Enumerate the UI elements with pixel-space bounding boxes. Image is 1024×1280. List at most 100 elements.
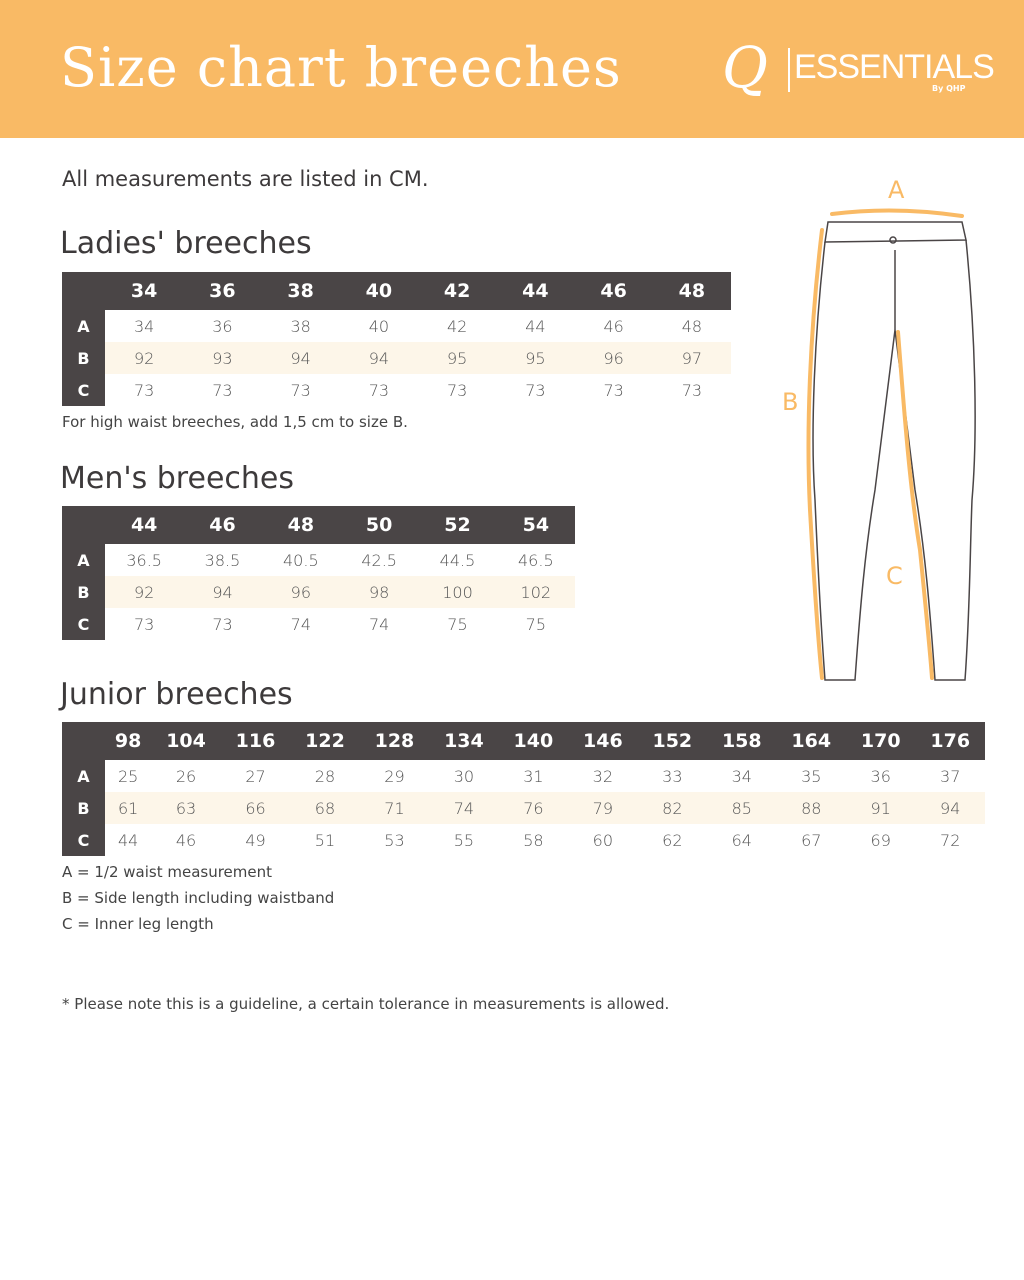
size-header: 128	[359, 722, 430, 760]
table-cell: 75	[447, 614, 468, 634]
table-cell: 34	[133, 316, 155, 336]
size-header: 146	[568, 722, 638, 760]
table-cell: 35	[801, 766, 822, 786]
ladies-note: For high waist breeches, add 1,5 cm to s…	[62, 413, 408, 431]
table-cell: 61	[105, 792, 152, 824]
page-title: Size chart breeches	[60, 36, 622, 99]
size-header: 122	[290, 722, 360, 760]
table-cell: 53	[384, 830, 405, 850]
table-cell: 95	[418, 342, 497, 374]
size-header: 34	[105, 272, 184, 310]
size-header: 50	[339, 506, 419, 544]
size-header: 158	[707, 722, 777, 760]
table-cell: 97	[652, 342, 731, 374]
table-cell: 92	[105, 342, 184, 374]
size-header: 116	[220, 722, 291, 760]
table-cell: 36	[212, 316, 233, 336]
size-header: 98	[105, 722, 152, 760]
intro-text: All measurements are listed in CM.	[62, 167, 429, 191]
table-cell: 60	[592, 830, 614, 850]
size-header: 104	[151, 722, 221, 760]
size-header: 44	[496, 272, 575, 310]
table-cell: 51	[314, 830, 336, 850]
table-cell: 36.5	[126, 550, 162, 570]
table-cell: 82	[637, 792, 708, 824]
size-header: 48	[261, 506, 340, 544]
table-cell: 42.5	[361, 550, 397, 570]
table-cell: 73	[133, 614, 155, 634]
side-length-line	[806, 228, 824, 680]
size-header: 140	[498, 722, 569, 760]
table-cell: 40	[368, 316, 390, 336]
table-cell: 62	[662, 830, 683, 850]
table-row: B 61 63 66 68 71 74 76 79 82 85 88 91 94	[62, 792, 985, 824]
table-cell: 46	[175, 830, 197, 850]
table-cell: 30	[453, 766, 475, 786]
waist-measure-line	[830, 208, 964, 218]
table-cell: 68	[290, 792, 360, 824]
table-cell: 46.5	[518, 550, 554, 570]
men-size-table: 44 46 48 50 52 54 A 36.5 38.5 40.5 42.5 44.5 46.5 B 92…	[62, 506, 575, 640]
table-cell: 42	[446, 316, 468, 336]
label-b: B	[782, 388, 798, 416]
size-header: 46	[574, 272, 653, 310]
corner-cell	[62, 272, 105, 310]
table-cell: 76	[498, 792, 569, 824]
table-cell: 73	[525, 380, 546, 400]
table-cell: 27	[245, 766, 266, 786]
size-header-row: 44 46 48 50 52 54	[62, 506, 575, 544]
brand-logo: Q ESSENTIALS By QHP	[722, 36, 995, 101]
legend-b: B = Side length including waistband	[62, 889, 335, 907]
table-cell: 67	[801, 830, 822, 850]
size-header: 38	[261, 272, 340, 310]
table-cell: 94	[339, 342, 418, 374]
table-cell: 33	[662, 766, 683, 786]
size-header: 54	[496, 506, 575, 544]
table-row: B 92 93 94 94 95 95 96 97	[62, 342, 731, 374]
row-label: A	[62, 760, 105, 792]
table-cell: 44.5	[439, 550, 476, 570]
table-cell: 74	[290, 614, 311, 634]
size-header: 42	[418, 272, 497, 310]
size-header: 36	[183, 272, 262, 310]
size-header: 46	[183, 506, 262, 544]
table-cell: 32	[592, 766, 614, 786]
header-banner: Size chart breeches Q ESSENTIALS By QHP	[0, 0, 1024, 138]
table-cell: 79	[568, 792, 638, 824]
table-cell: 100	[418, 576, 497, 608]
size-header: 176	[915, 722, 985, 760]
table-cell: 31	[523, 766, 544, 786]
row-label: A	[62, 310, 105, 342]
table-cell: 73	[446, 380, 468, 400]
ladies-size-table: 34 36 38 40 42 44 46 48 A 34 36 38 40 42 44 46 48 B 92 93 94…	[62, 272, 731, 406]
table-cell: 69	[870, 830, 891, 850]
table-cell: 92	[105, 576, 184, 608]
table-cell: 63	[151, 792, 221, 824]
size-header: 164	[776, 722, 846, 760]
table-cell: 73	[212, 380, 233, 400]
label-a: A	[888, 176, 905, 204]
table-cell: 29	[384, 766, 405, 786]
table-row: A 36.5 38.5 40.5 42.5 44.5 46.5	[62, 544, 575, 576]
table-cell: 36	[870, 766, 891, 786]
table-cell: 38	[290, 316, 311, 336]
row-label: C	[62, 824, 105, 856]
corner-cell	[62, 506, 105, 544]
table-row: C 44 46 49 51 53 55 58 60 62 64 67 69 72	[62, 824, 985, 856]
table-cell: 88	[776, 792, 846, 824]
disclaimer: * Please note this is a guideline, a cer…	[62, 995, 670, 1013]
label-c: C	[886, 562, 903, 590]
table-cell: 71	[359, 792, 430, 824]
table-cell: 73	[133, 380, 155, 400]
row-label: B	[62, 576, 105, 608]
table-cell: 74	[429, 792, 499, 824]
table-cell: 48	[681, 316, 703, 336]
size-header: 170	[846, 722, 916, 760]
table-cell: 85	[707, 792, 777, 824]
table-cell: 93	[183, 342, 262, 374]
inner-leg-line	[896, 330, 934, 680]
table-cell: 26	[175, 766, 197, 786]
table-row: C 73 73 74 74 75 75	[62, 608, 575, 640]
table-cell: 44	[117, 830, 139, 850]
ladies-title: Ladies' breeches	[60, 226, 312, 261]
